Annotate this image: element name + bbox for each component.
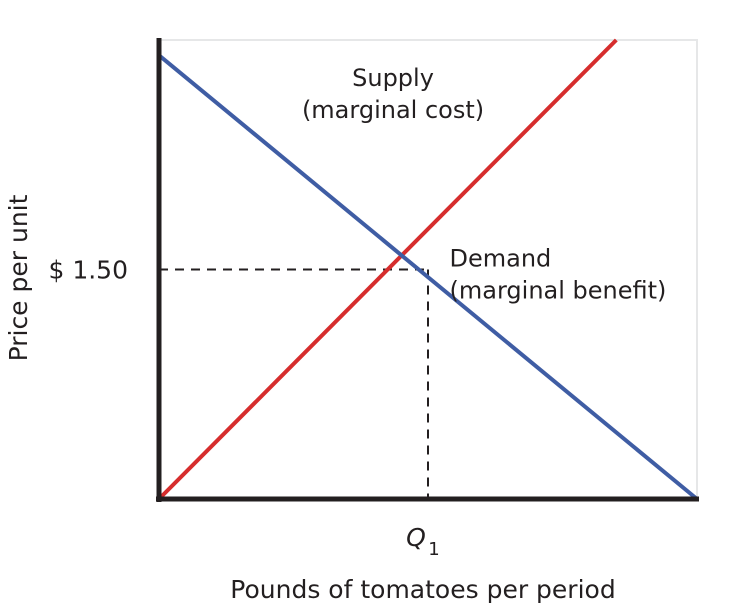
x-tick-subscript: 1 [428, 539, 439, 560]
curve-annotation-line: (marginal cost) [302, 96, 484, 124]
x-tick-label: Q [406, 523, 426, 552]
curve-annotation-line: (marginal benefit) [450, 276, 667, 304]
y-axis-title: Price per unit [4, 194, 33, 361]
curve-annotation-line: Supply [352, 64, 434, 92]
demand-curve [157, 53, 699, 501]
x-axis-title: Pounds of tomatoes per period [230, 575, 615, 604]
y-tick-label: $ 1.50 [48, 256, 128, 285]
curve-annotation-line: Demand [450, 244, 552, 272]
supply-curve [157, 38, 618, 501]
